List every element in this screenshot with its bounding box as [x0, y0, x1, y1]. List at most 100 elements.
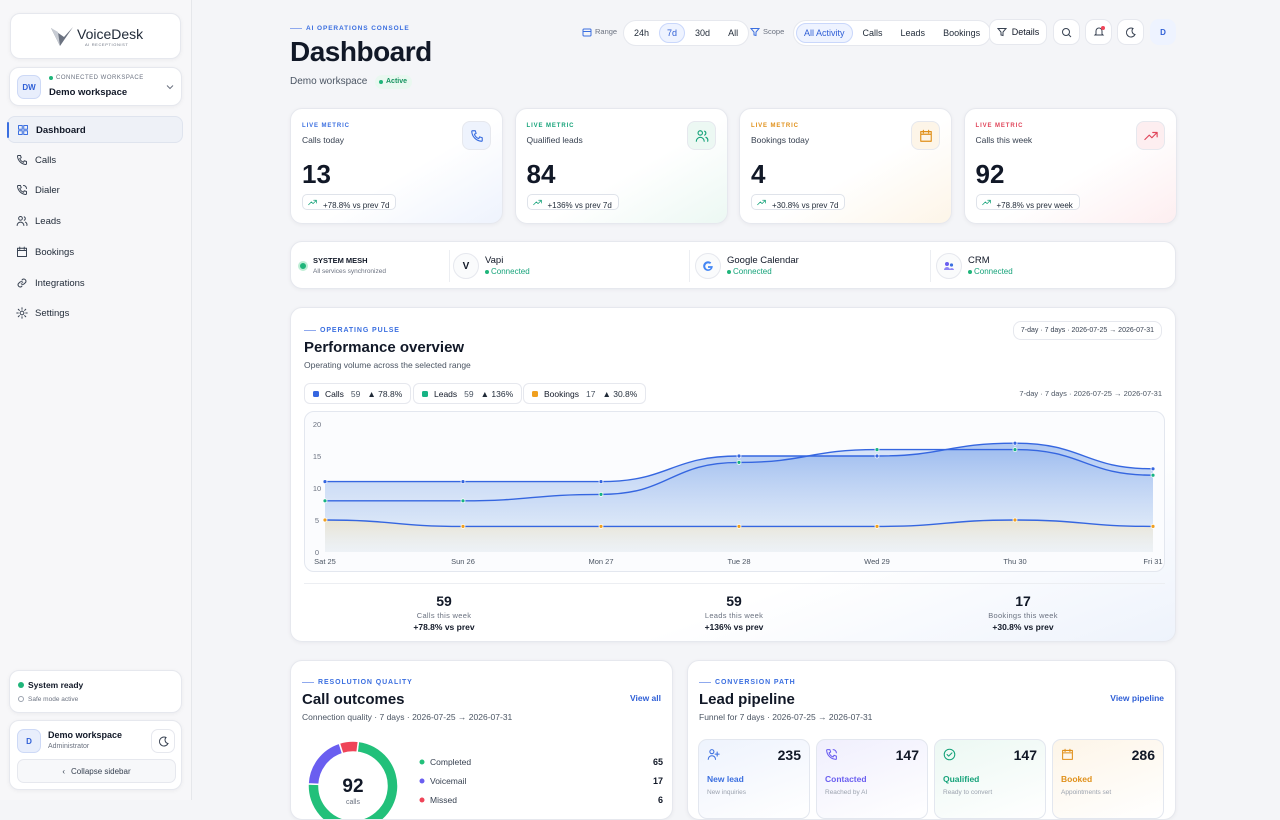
service-dot	[485, 270, 489, 274]
icon	[16, 307, 28, 319]
icon	[16, 216, 28, 227]
metric-label: Bookings today	[751, 135, 810, 145]
nav-item[interactable]: Dialer	[7, 177, 183, 204]
icon	[943, 748, 956, 761]
scope-option[interactable]: All Activity	[796, 23, 853, 43]
user-initial: D	[17, 729, 41, 753]
icon	[1062, 748, 1073, 760]
nav-item[interactable]: Dashboard	[7, 116, 183, 143]
notifications-button[interactable]	[1085, 19, 1112, 45]
icon	[17, 154, 27, 165]
search-button[interactable]	[1053, 19, 1080, 45]
y-tick-label: 0	[315, 548, 319, 557]
range-option[interactable]: 24h	[634, 28, 650, 38]
metric-icon	[462, 121, 491, 150]
series-point	[1012, 440, 1018, 446]
metric-card: LIVE METRIC Calls today 13 +78.8% vs prev 7…	[290, 108, 503, 224]
icon-path	[757, 199, 766, 206]
series-point	[460, 524, 466, 529]
status-card: System ready Safe mode active	[9, 670, 182, 713]
legend-name: Bookings	[544, 388, 579, 399]
pipeline-stage[interactable]: 147 Qualified Ready to convert	[934, 739, 1046, 819]
x-tick-label: Thu 30	[1003, 557, 1026, 566]
range-option[interactable]: All	[728, 28, 739, 38]
series-point	[598, 479, 604, 484]
scope-option[interactable]: Calls	[862, 28, 883, 38]
icon-path	[920, 129, 932, 142]
theme-toggle[interactable]	[151, 729, 175, 753]
summary-delta: +78.8% vs prev	[413, 622, 475, 632]
nav-item[interactable]: Settings	[7, 300, 183, 327]
summary-value: 59	[726, 593, 742, 609]
series-point	[460, 498, 466, 504]
user-card: D Demo workspace Administrator ‹ Collapse…	[9, 720, 182, 790]
series-point	[1150, 472, 1156, 478]
icon-path	[471, 130, 483, 142]
status-text: Active	[386, 78, 408, 85]
icon-path	[1143, 131, 1158, 141]
legend-name: Leads	[434, 388, 458, 399]
nav-item[interactable]: Leads	[7, 208, 183, 235]
legend-total: 17	[585, 388, 596, 399]
icon-path	[308, 199, 317, 206]
summary-label: Calls this week	[416, 611, 472, 620]
theme-button[interactable]	[1117, 19, 1144, 45]
collapse-button[interactable]: ‹ Collapse sidebar	[17, 759, 176, 783]
donut-segment	[307, 742, 344, 786]
header-eyebrow: AI OPERATIONS CONSOLE	[290, 25, 410, 32]
x-tick-label: Sat 25	[314, 557, 336, 566]
legend-chip[interactable]: Calls 59 ▲ 78.8%	[304, 383, 412, 404]
avatar[interactable]: D	[1150, 19, 1176, 45]
scope-option[interactable]: Leads	[900, 28, 926, 38]
metric-icon	[911, 121, 940, 150]
nav-item[interactable]: Calls	[7, 147, 183, 174]
legend-swatch	[313, 391, 319, 397]
performance-card: OPERATING PULSE Performance overview Ope…	[290, 307, 1176, 642]
metric-delta-text: +136% vs prev 7d	[547, 201, 612, 210]
user-role: Administrator	[48, 743, 90, 750]
metric-eyebrow: LIVE METRIC	[975, 123, 1024, 129]
range-option[interactable]: 30d	[695, 28, 711, 38]
legend-label: Missed	[430, 795, 457, 805]
series-point	[1150, 524, 1156, 529]
summary-label: Leads this week	[704, 611, 764, 620]
icon	[17, 185, 27, 196]
metric-value: 84	[526, 159, 556, 189]
icon-path	[16, 307, 28, 319]
legend-chip[interactable]: Bookings 17 ▲ 30.8%	[523, 383, 647, 404]
pipeline-stage[interactable]: 235 New lead New inquiries	[698, 739, 810, 819]
pipeline-stage[interactable]: 147 Contacted Reached by AI	[816, 739, 928, 819]
legend-swatch	[532, 391, 538, 397]
pipeline-stage[interactable]: 286 Booked Appointments set	[1052, 739, 1164, 819]
workspace-initials: DW	[17, 75, 41, 99]
icon-path	[532, 199, 542, 206]
metric-value: 13	[302, 159, 331, 189]
view-pipeline-link[interactable]: View pipeline	[1110, 693, 1164, 703]
workspace-card[interactable]: DW CONNECTED WORKSPACE Demo workspace	[9, 67, 182, 106]
view-all-link[interactable]: View all	[629, 693, 661, 703]
icon	[471, 130, 483, 142]
service-icon: V	[453, 253, 479, 279]
legend-change: ▲ 78.8%	[367, 388, 403, 399]
scope-option[interactable]: Bookings	[943, 28, 981, 38]
collapse-label: Collapse sidebar	[71, 766, 131, 776]
legend-chip[interactable]: Leads 59 ▲ 136%	[413, 383, 523, 404]
x-tick-label: Tue 28	[727, 557, 750, 566]
series-point	[1012, 517, 1018, 523]
nav-item[interactable]: Integrations	[7, 270, 183, 297]
details-button[interactable]: Details	[989, 19, 1047, 45]
stage-label: Contacted	[825, 774, 867, 784]
pipeline-eyebrow: CONVERSION PATH	[699, 679, 796, 686]
icon	[1143, 131, 1158, 141]
donut-segment	[338, 740, 360, 755]
metric-label: Calls this week	[975, 135, 1033, 145]
range-label: Range	[595, 27, 618, 36]
nav-item[interactable]: Bookings	[7, 239, 183, 266]
range-option[interactable]: 7d	[659, 23, 686, 43]
series-point	[874, 524, 880, 529]
metric-icon	[686, 121, 716, 150]
line-chart: 0 5 10 15 20 Sat 25 Sun 26 Mon 27 Tue 28 Wed 29 Th…	[313, 420, 1163, 566]
summary-delta: +136% vs prev	[704, 622, 764, 632]
stage-value: 147	[895, 747, 919, 763]
